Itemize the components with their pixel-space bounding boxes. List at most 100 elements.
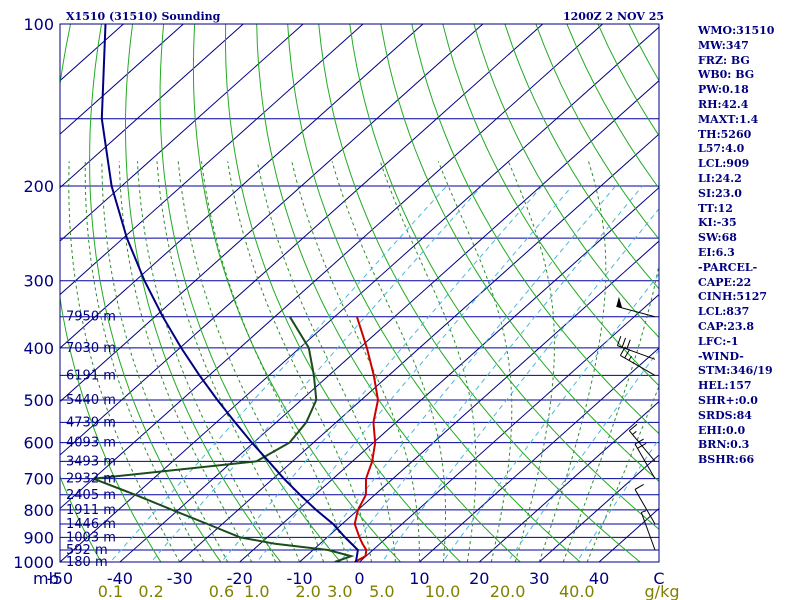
isotherm-line: [107, 12, 736, 573]
index-item: L57:4.0: [698, 142, 798, 157]
height-label: 5440 m: [66, 393, 116, 408]
wind-barb: [635, 484, 655, 524]
index-item: FRZ: BG: [698, 54, 798, 69]
mixing-ratio-tick-label: 3.0: [327, 582, 352, 600]
index-item: CAP:23.8: [698, 320, 798, 335]
index-item: -PARCEL-: [698, 261, 798, 276]
index-item: LCL:909: [698, 157, 798, 172]
dry-adiabat-line: [319, 24, 655, 573]
index-item: STM:346/19: [698, 364, 798, 379]
mixing-ratio-tick-label: 0.2: [138, 582, 163, 600]
index-item: HEL:157: [698, 379, 798, 394]
temperature-tick-label: -50: [47, 569, 73, 588]
mixing-ratio-unit-label: g/kg: [645, 582, 680, 600]
pressure-tick-label: 100: [23, 15, 54, 34]
height-label: 3493 m: [66, 454, 116, 469]
isotherm-line: [47, 12, 676, 573]
series-parcel: [102, 24, 358, 562]
wind-barb-flag: [622, 338, 625, 347]
wind-barb-pennant: [616, 297, 622, 308]
pressure-tick-label: 300: [23, 272, 54, 291]
wind-barb-half: [633, 431, 637, 434]
index-item: WB0: BG: [698, 68, 798, 83]
height-label: 1911 m: [66, 503, 116, 518]
pressure-tick-label: 200: [23, 177, 54, 196]
mixing-ratio-line: [373, 186, 677, 573]
index-item: WMO:31510: [698, 24, 798, 39]
index-item: BSHR:66: [698, 453, 798, 468]
pressure-tick-label: 600: [23, 434, 54, 453]
wind-barb-flag: [635, 484, 644, 489]
series-dewpoint: [93, 317, 351, 562]
pressure-tick-label: 400: [23, 339, 54, 358]
height-label: 1446 m: [66, 517, 116, 532]
moist-adiabat-line: [157, 161, 300, 562]
mixing-ratio-tick-label: 5.0: [369, 582, 394, 600]
height-label: 7030 m: [66, 341, 116, 356]
height-label: 2932 m: [66, 472, 116, 487]
mixing-ratio-tick-label: 2.0: [295, 582, 320, 600]
index-item: LCL:837: [698, 305, 798, 320]
chart-datetime: 1200Z 2 NOV 25: [563, 10, 664, 23]
pressure-tick-label: 700: [23, 470, 54, 489]
dry-adiabat-line: [160, 24, 351, 573]
mixing-ratio-tick-label: 10.0: [425, 582, 461, 600]
dry-adiabat-line: [350, 24, 715, 573]
index-item: SW:68: [698, 231, 798, 246]
moist-adiabat-line: [178, 161, 323, 562]
mixing-ratio-line: [212, 186, 542, 573]
height-label: 4093 m: [66, 436, 116, 451]
moist-adiabat-line: [508, 161, 554, 562]
height-label: 4739 m: [66, 415, 116, 430]
index-item: KI:-35: [698, 216, 798, 231]
mixing-ratio-tick-label: 20.0: [490, 582, 526, 600]
skewt-diagram: X1510 (31510) Sounding 1200Z 2 NOV 25 10…: [0, 0, 800, 600]
dry-adiabat-line: [257, 24, 533, 573]
pressure-tick-label: 500: [23, 391, 54, 410]
moist-adiabat-line: [257, 161, 395, 562]
isotherm-line: [0, 12, 257, 573]
wind-barb-staff: [620, 355, 655, 375]
index-item: LFC:-1: [698, 335, 798, 350]
height-label: 2405 m: [66, 488, 116, 503]
index-item: LI:24.2: [698, 172, 798, 187]
stability-indices-panel: WMO:31510 MW:347 FRZ: BG WB0: BG PW:0.18 RH:4…: [698, 24, 798, 468]
index-item: CAPE:22: [698, 276, 798, 291]
index-item: -WIND-: [698, 350, 798, 365]
dry-adiabat-line: [288, 24, 594, 573]
pressure-tick-label: 900: [23, 528, 54, 547]
wind-barb-half: [641, 511, 646, 513]
moist-adiabat-line: [138, 161, 276, 562]
wind-barb-half: [629, 356, 632, 360]
dry-adiabat-line: [126, 24, 290, 573]
index-item: SI:23.0: [698, 187, 798, 202]
index-item: MW:347: [698, 39, 798, 54]
index-item: TH:5260: [698, 128, 798, 143]
mixing-ratio-tick-label: 0.1: [98, 582, 123, 600]
wind-barb: [616, 297, 655, 317]
index-item: EHI:0.0: [698, 424, 798, 439]
index-item: BRN:0.3: [698, 438, 798, 453]
index-item: PW:0.18: [698, 83, 798, 98]
mixing-ratio-tick-label: 0.6: [209, 582, 234, 600]
mixing-ratio-line: [141, 186, 482, 573]
index-item: EI:6.3: [698, 246, 798, 261]
temperature-tick-label: 30: [529, 569, 549, 588]
index-item: SHR+:0.0: [698, 394, 798, 409]
pressure-tick-label: 800: [23, 501, 54, 520]
moist-adiabat-line: [539, 161, 606, 562]
mixing-ratio-tick-label: 40.0: [559, 582, 595, 600]
temperature-tick-label: 20: [469, 569, 489, 588]
height-label: 7950 m: [66, 310, 116, 325]
isotherm-line: [0, 12, 317, 573]
moist-adiabat-line: [563, 161, 668, 562]
index-item: RH:42.4: [698, 98, 798, 113]
moist-adiabat-line: [119, 161, 252, 562]
height-label: 1003 m: [66, 530, 116, 545]
temperature-tick-label: -30: [167, 569, 193, 588]
dry-adiabat-line: [0, 24, 47, 573]
height-label: 6191 m: [66, 368, 116, 383]
moist-adiabat-line: [228, 161, 372, 562]
index-item: CINH:5127: [698, 290, 798, 305]
plot-area: [0, 12, 800, 573]
